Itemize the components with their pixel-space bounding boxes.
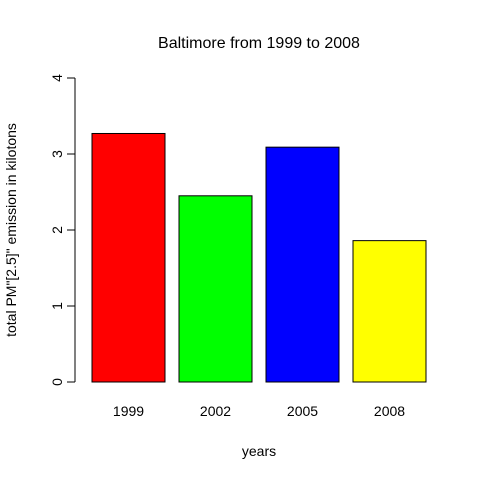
bar-1999 [91,132,166,383]
x-axis-label: years [242,443,276,459]
x-tick-label: 2002 [200,403,231,419]
chart-title: Baltimore from 1999 to 2008 [158,35,360,52]
x-tick-labels: 1999 2002 2005 2008 [113,403,405,419]
x-tick-label: 1999 [113,403,144,419]
bars [91,132,427,383]
y-tick-label: 3 [49,150,65,158]
bar-2002 [178,195,253,383]
y-tick-label: 1 [49,302,65,310]
y-axis-label: total PM"[2.5]" emission in kilotons [3,123,19,337]
y-axis: 0 1 2 3 4 [49,74,76,386]
y-tick-label: 2 [49,226,65,234]
bar-2008 [352,240,427,383]
y-tick-label: 0 [49,378,65,386]
bar-2005 [265,146,340,383]
x-tick-label: 2008 [374,403,405,419]
x-tick-label: 2005 [287,403,318,419]
y-tick-label: 4 [49,74,65,82]
